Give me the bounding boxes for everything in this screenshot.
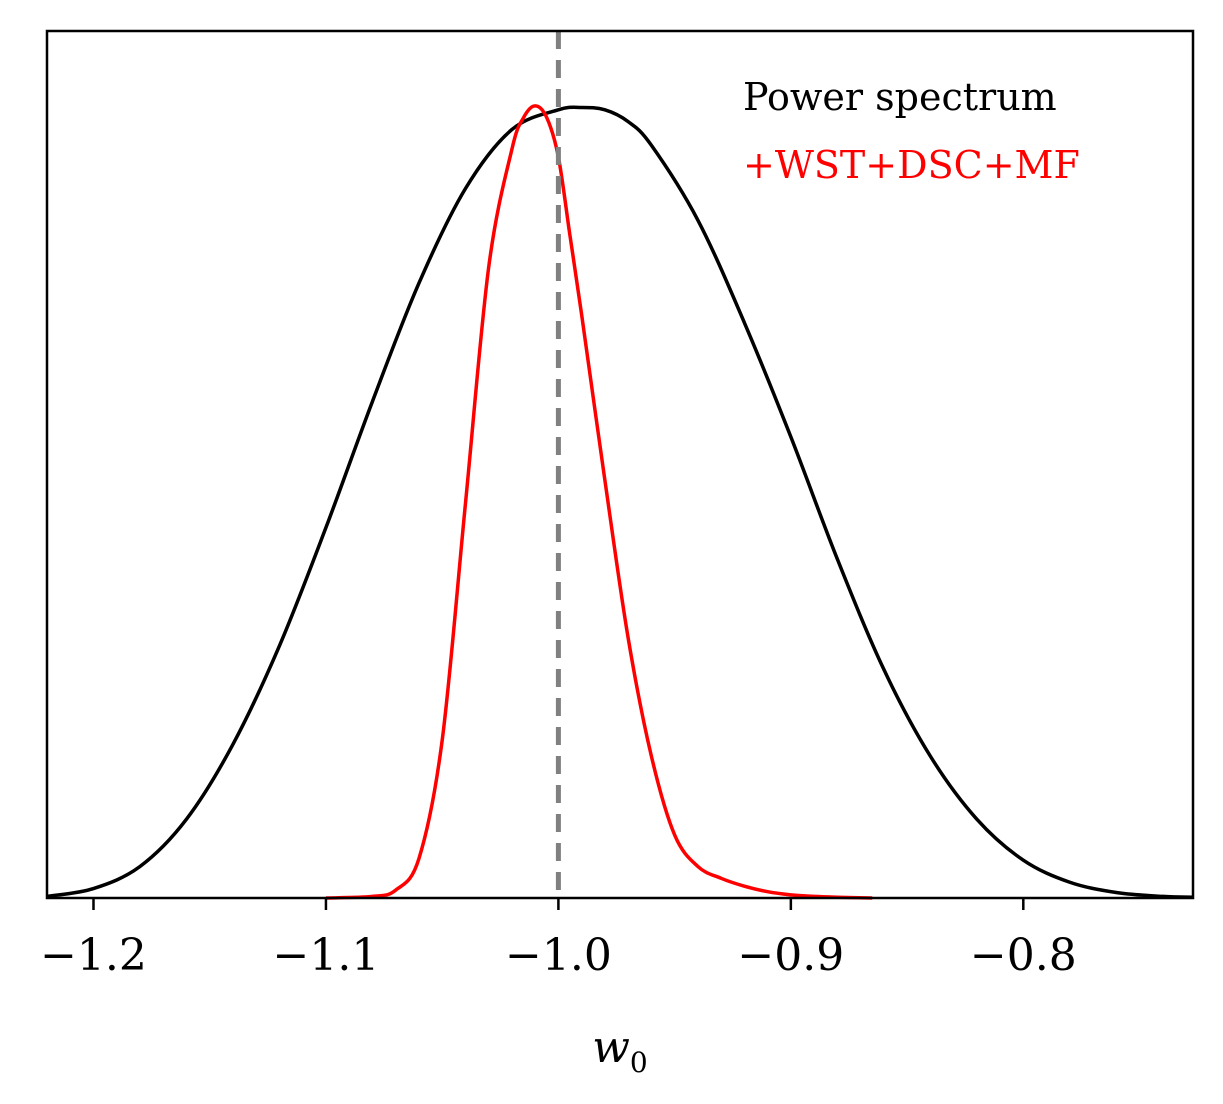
legend-entry-0: Power spectrum bbox=[743, 75, 1057, 119]
x-tick-label: −1.0 bbox=[505, 930, 612, 981]
density-curves bbox=[46, 104, 1194, 900]
plot-frame bbox=[45, 29, 1195, 900]
x-tick-label: −1.1 bbox=[273, 930, 380, 981]
legend-entry-1: +WST+DSC+MF bbox=[743, 143, 1080, 187]
x-axis-label-main: w bbox=[592, 1022, 630, 1073]
legend: Power spectrum +WST+DSC+MF bbox=[743, 75, 1080, 187]
series-line-0 bbox=[46, 105, 1194, 899]
x-tick-label: −0.8 bbox=[970, 930, 1077, 981]
series-line-1 bbox=[325, 104, 873, 900]
x-axis-ticks: −1.2 −1.1 −1.0 −0.9 −0.8 bbox=[40, 898, 1077, 981]
x-axis-label: w0 bbox=[592, 1022, 648, 1079]
x-tick-label: −1.2 bbox=[40, 930, 147, 981]
x-tick-label: −0.9 bbox=[737, 930, 844, 981]
x-axis-label-subscript: 0 bbox=[630, 1046, 648, 1079]
